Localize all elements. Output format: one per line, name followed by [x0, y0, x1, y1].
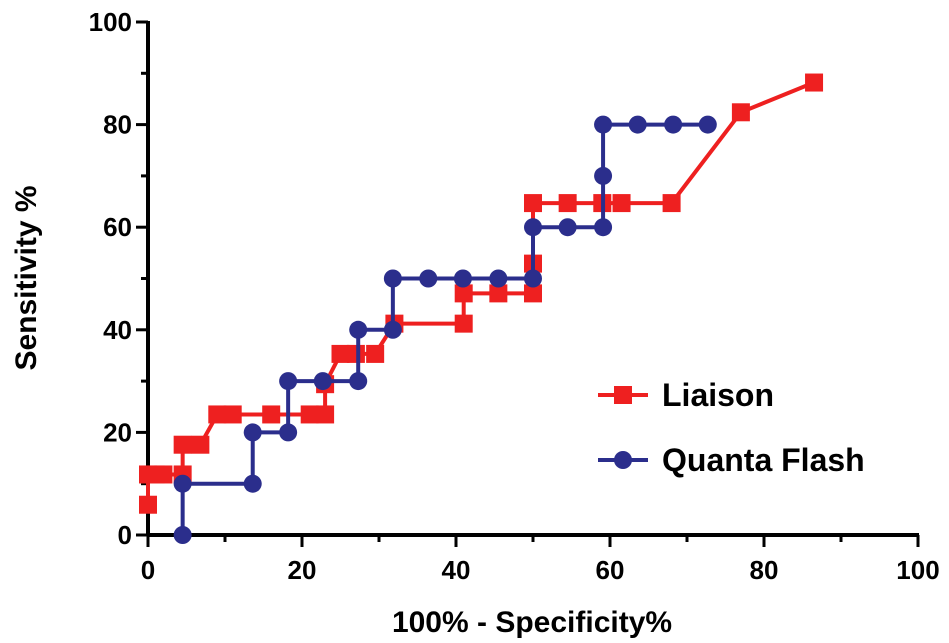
y-axis-label: Sensitivity %	[10, 185, 43, 370]
data-point	[489, 269, 508, 288]
data-point	[366, 344, 385, 363]
data-point	[662, 194, 681, 213]
y-tick-label: 60	[103, 212, 132, 242]
data-point	[243, 474, 262, 493]
legend: Liaison Quanta Flash	[598, 377, 865, 478]
x-tick-label: 40	[442, 555, 471, 585]
legend-label: Liaison	[662, 377, 774, 413]
y-tick-label: 100	[89, 7, 132, 37]
x-tick-label: 0	[141, 555, 155, 585]
data-point	[524, 269, 542, 288]
x-tick-label: 80	[750, 555, 779, 585]
data-point	[262, 405, 281, 424]
data-point	[454, 284, 473, 303]
data-point	[524, 194, 542, 213]
data-point	[316, 405, 335, 424]
axes: 0 20 40 60 80 100 0 20 40 60 80 100	[89, 7, 940, 585]
data-point	[208, 405, 227, 424]
data-point	[731, 103, 750, 122]
data-point	[524, 284, 542, 303]
data-point	[191, 435, 210, 454]
legend-label: Quanta Flash	[662, 442, 865, 478]
y-tick-label: 20	[103, 417, 132, 447]
x-tick-label: 20	[288, 555, 317, 585]
data-point	[349, 372, 368, 391]
y-tick-label: 0	[118, 520, 132, 550]
data-point	[612, 194, 631, 213]
data-point	[558, 194, 577, 213]
data-point	[300, 405, 319, 424]
legend-entry: Liaison	[598, 377, 774, 413]
data-point	[349, 320, 368, 339]
legend-marker	[614, 451, 632, 469]
data-point	[453, 269, 472, 288]
series-layer	[139, 73, 824, 544]
data-point	[594, 115, 613, 134]
data-point	[243, 423, 262, 442]
data-point	[664, 115, 683, 134]
data-point	[173, 526, 192, 544]
data-point	[223, 405, 242, 424]
data-point	[558, 218, 577, 237]
data-point	[173, 435, 192, 454]
data-point	[805, 73, 824, 92]
data-point	[628, 115, 647, 134]
data-point	[594, 166, 613, 185]
legend-marker	[614, 386, 632, 404]
series-quanta-flash	[173, 115, 717, 544]
data-point	[331, 344, 350, 363]
data-point	[454, 314, 473, 333]
data-point	[524, 218, 542, 237]
y-tick-label: 40	[103, 315, 132, 345]
x-tick-label: 100	[896, 555, 939, 585]
data-point	[419, 269, 438, 288]
data-point	[173, 474, 192, 493]
series-line	[180, 122, 708, 535]
data-point	[154, 465, 173, 484]
x-axis-label: 100% - Specificity%	[392, 606, 672, 639]
data-point	[489, 284, 508, 303]
data-point	[383, 269, 402, 288]
data-point	[346, 344, 365, 363]
data-point	[279, 423, 298, 442]
data-point	[594, 218, 613, 237]
data-point	[313, 372, 332, 391]
y-tick-label: 80	[103, 110, 132, 140]
data-point	[279, 372, 298, 391]
legend-entry: Quanta Flash	[598, 442, 865, 478]
x-tick-label: 60	[596, 555, 625, 585]
data-point	[139, 495, 157, 514]
data-point	[383, 320, 402, 339]
data-point	[698, 115, 717, 134]
